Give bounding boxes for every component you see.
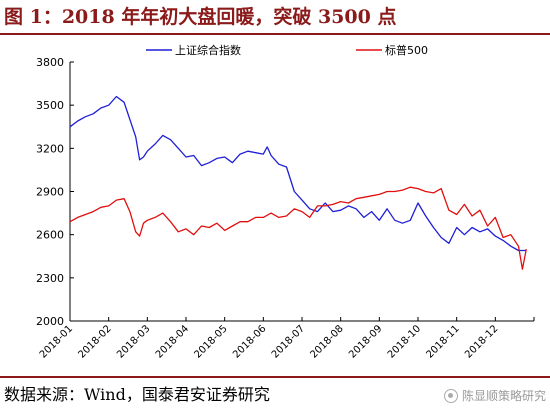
line-chart: 上证综合指数 标普500 2000 2300 2600 2900 3200 3500 380… xyxy=(0,36,550,372)
y-tick-label: 2600 xyxy=(36,229,64,242)
y-tick-label: 3200 xyxy=(36,142,64,155)
source-note: 数据来源：Wind，国泰君安证券研究 xyxy=(4,385,270,404)
x-tick-label: 2018-03 xyxy=(115,323,152,360)
source-divider xyxy=(0,376,550,378)
series-line-shanghai xyxy=(69,95,527,252)
chart-svg: 上证综合指数 标普500 2000 2300 2600 2900 3200 3500 380… xyxy=(36,43,535,361)
x-tick-label: 2018-06 xyxy=(231,323,268,360)
watermark: 陈显顺策略研究 xyxy=(443,382,546,410)
series-line-sp500 xyxy=(69,186,527,270)
y-tick-label: 2000 xyxy=(36,315,64,328)
legend-label-shanghai: 上证综合指数 xyxy=(175,43,241,57)
chart-legend: 上证综合指数 标普500 xyxy=(146,43,428,57)
x-tick-label: 2018-12 xyxy=(463,323,500,360)
x-tick-label: 2018-09 xyxy=(347,323,384,360)
watermark-label: 陈显顺策略研究 xyxy=(461,389,546,403)
chart-series xyxy=(69,95,527,270)
x-tick-label: 2018-04 xyxy=(154,323,191,360)
x-tick-label: 2018-10 xyxy=(386,323,423,360)
y-tick-label: 3800 xyxy=(36,56,64,69)
x-tick-label: 2018-11 xyxy=(424,323,461,360)
x-tick-label: 2018-01 xyxy=(38,323,75,360)
wechat-icon xyxy=(443,389,458,403)
y-tick-label: 2900 xyxy=(36,186,64,199)
x-tick-label: 2018-05 xyxy=(192,323,229,360)
title-divider xyxy=(0,33,550,35)
x-tick-label: 2018-08 xyxy=(308,323,345,360)
figure-title: 图 1：2018 年年初大盘回暖，突破 3500 点 xyxy=(4,6,397,28)
legend-label-sp500: 标普500 xyxy=(385,43,428,57)
x-tick-label: 2018-07 xyxy=(270,323,307,360)
x-tick-label: 2018-02 xyxy=(76,323,113,360)
y-tick-label: 3500 xyxy=(36,99,64,112)
y-tick-label: 2300 xyxy=(36,272,64,285)
